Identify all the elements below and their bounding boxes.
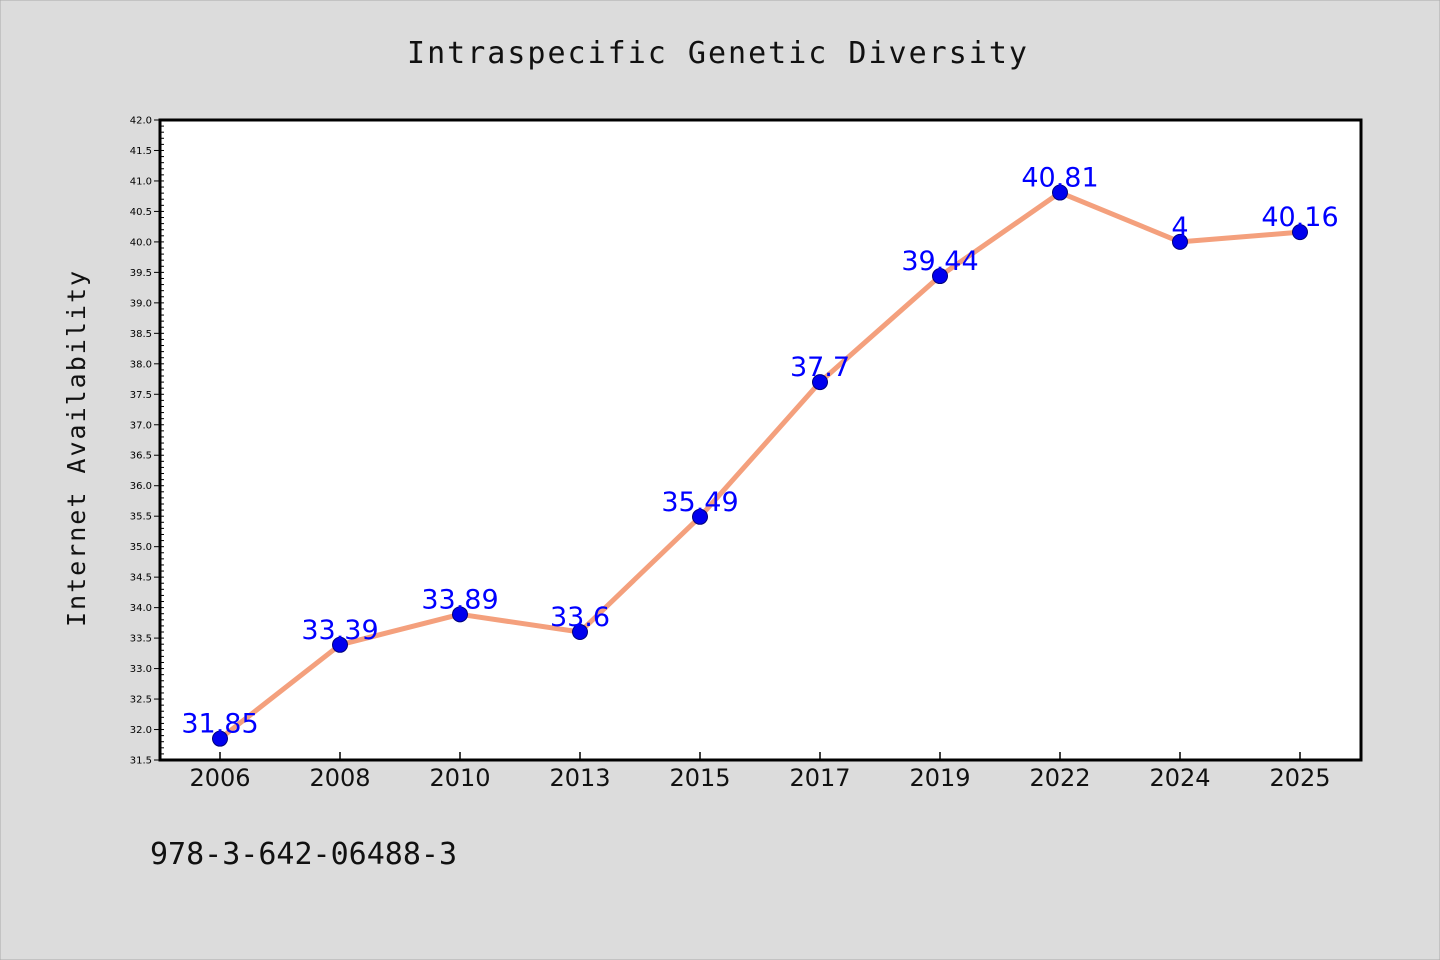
data-point: [212, 730, 228, 747]
y-tick-label: 40.0: [130, 237, 152, 248]
data-label: 35.49: [661, 487, 738, 518]
x-tick-label: 2006: [189, 764, 250, 792]
y-tick-label: 42.0: [130, 116, 152, 127]
y-tick-label: 38.0: [130, 359, 152, 370]
x-tick-label: 2019: [909, 764, 970, 792]
x-tick-label: 2024: [1149, 764, 1210, 792]
y-tick-label: 33.5: [130, 634, 152, 645]
x-tick-label: 2013: [549, 764, 610, 792]
data-point: [812, 374, 828, 391]
y-tick-label: 33.0: [130, 664, 152, 675]
data-point: [1292, 224, 1308, 241]
y-tick-label: 35.0: [130, 542, 152, 553]
data-point: [1172, 233, 1188, 250]
data-label: 39.44: [901, 246, 978, 277]
data-label: 33.6: [550, 602, 610, 633]
data-label-group: 31.85 33.39 33.89 33.6 35.49 37.7 39.44 40.81 4 4…: [181, 163, 1338, 740]
y-tick-label: 39.5: [130, 268, 152, 279]
data-point: [332, 636, 348, 653]
y-tick-label: 41.0: [130, 176, 152, 187]
data-point: [1052, 184, 1068, 201]
x-tick-label: 2008: [309, 764, 370, 792]
data-label: 4: [1171, 212, 1188, 243]
data-point: [692, 508, 708, 525]
data-label: 33.89: [421, 584, 498, 615]
plot-area: [158, 118, 1363, 762]
data-label: 31.85: [181, 709, 258, 740]
y-tick-label: 37.5: [130, 390, 152, 401]
y-tick-label: 35.5: [130, 512, 152, 523]
series-line-group: [217, 190, 1303, 742]
y-tick-label: 39.0: [130, 298, 152, 309]
data-label: 40.81: [1021, 163, 1098, 194]
x-tick-label: 2015: [669, 764, 730, 792]
x-tick-label: 2010: [429, 764, 490, 792]
y-tick-label: 37.0: [130, 420, 152, 431]
x-tick-label: 2025: [1269, 764, 1330, 792]
data-point: [932, 268, 948, 285]
data-point: [452, 606, 468, 623]
y-axis-label: Internet Availability: [62, 269, 91, 627]
y-tick-label: 32.5: [130, 695, 152, 706]
x-axis: 2006 2008 2010 2013 2015 2017 2019 2022 2024 2025: [189, 752, 1331, 792]
y-tick-label: 36.0: [130, 481, 152, 492]
x-tick-label: 2017: [789, 764, 850, 792]
y-tick-label: 38.5: [130, 329, 152, 340]
y-tick-label: 32.0: [130, 725, 152, 736]
footer-text: 978-3-642-06488-3: [150, 837, 457, 872]
y-tick-label: 40.5: [130, 207, 152, 218]
data-label: 37.7: [790, 352, 850, 383]
data-label: 40.16: [1261, 202, 1338, 233]
y-tick-label: 36.5: [130, 451, 152, 462]
series-line: [217, 190, 1303, 742]
chart-title: Intraspecific Genetic Diversity: [407, 36, 1029, 71]
y-tick-label: 41.5: [130, 146, 152, 157]
data-label: 33.39: [301, 615, 378, 646]
y-tick-label: 34.0: [130, 603, 152, 614]
y-axis: 31.5 32.0 32.5 33.0 33.5 34.0 34.5 35.0 35.5 36.0…: [130, 116, 164, 767]
y-tick-label: 31.5: [130, 756, 152, 767]
x-tick-label: 2022: [1029, 764, 1090, 792]
data-point: [572, 624, 588, 640]
y-tick-label: 34.5: [130, 573, 152, 584]
series-marker-group: [212, 184, 1308, 747]
